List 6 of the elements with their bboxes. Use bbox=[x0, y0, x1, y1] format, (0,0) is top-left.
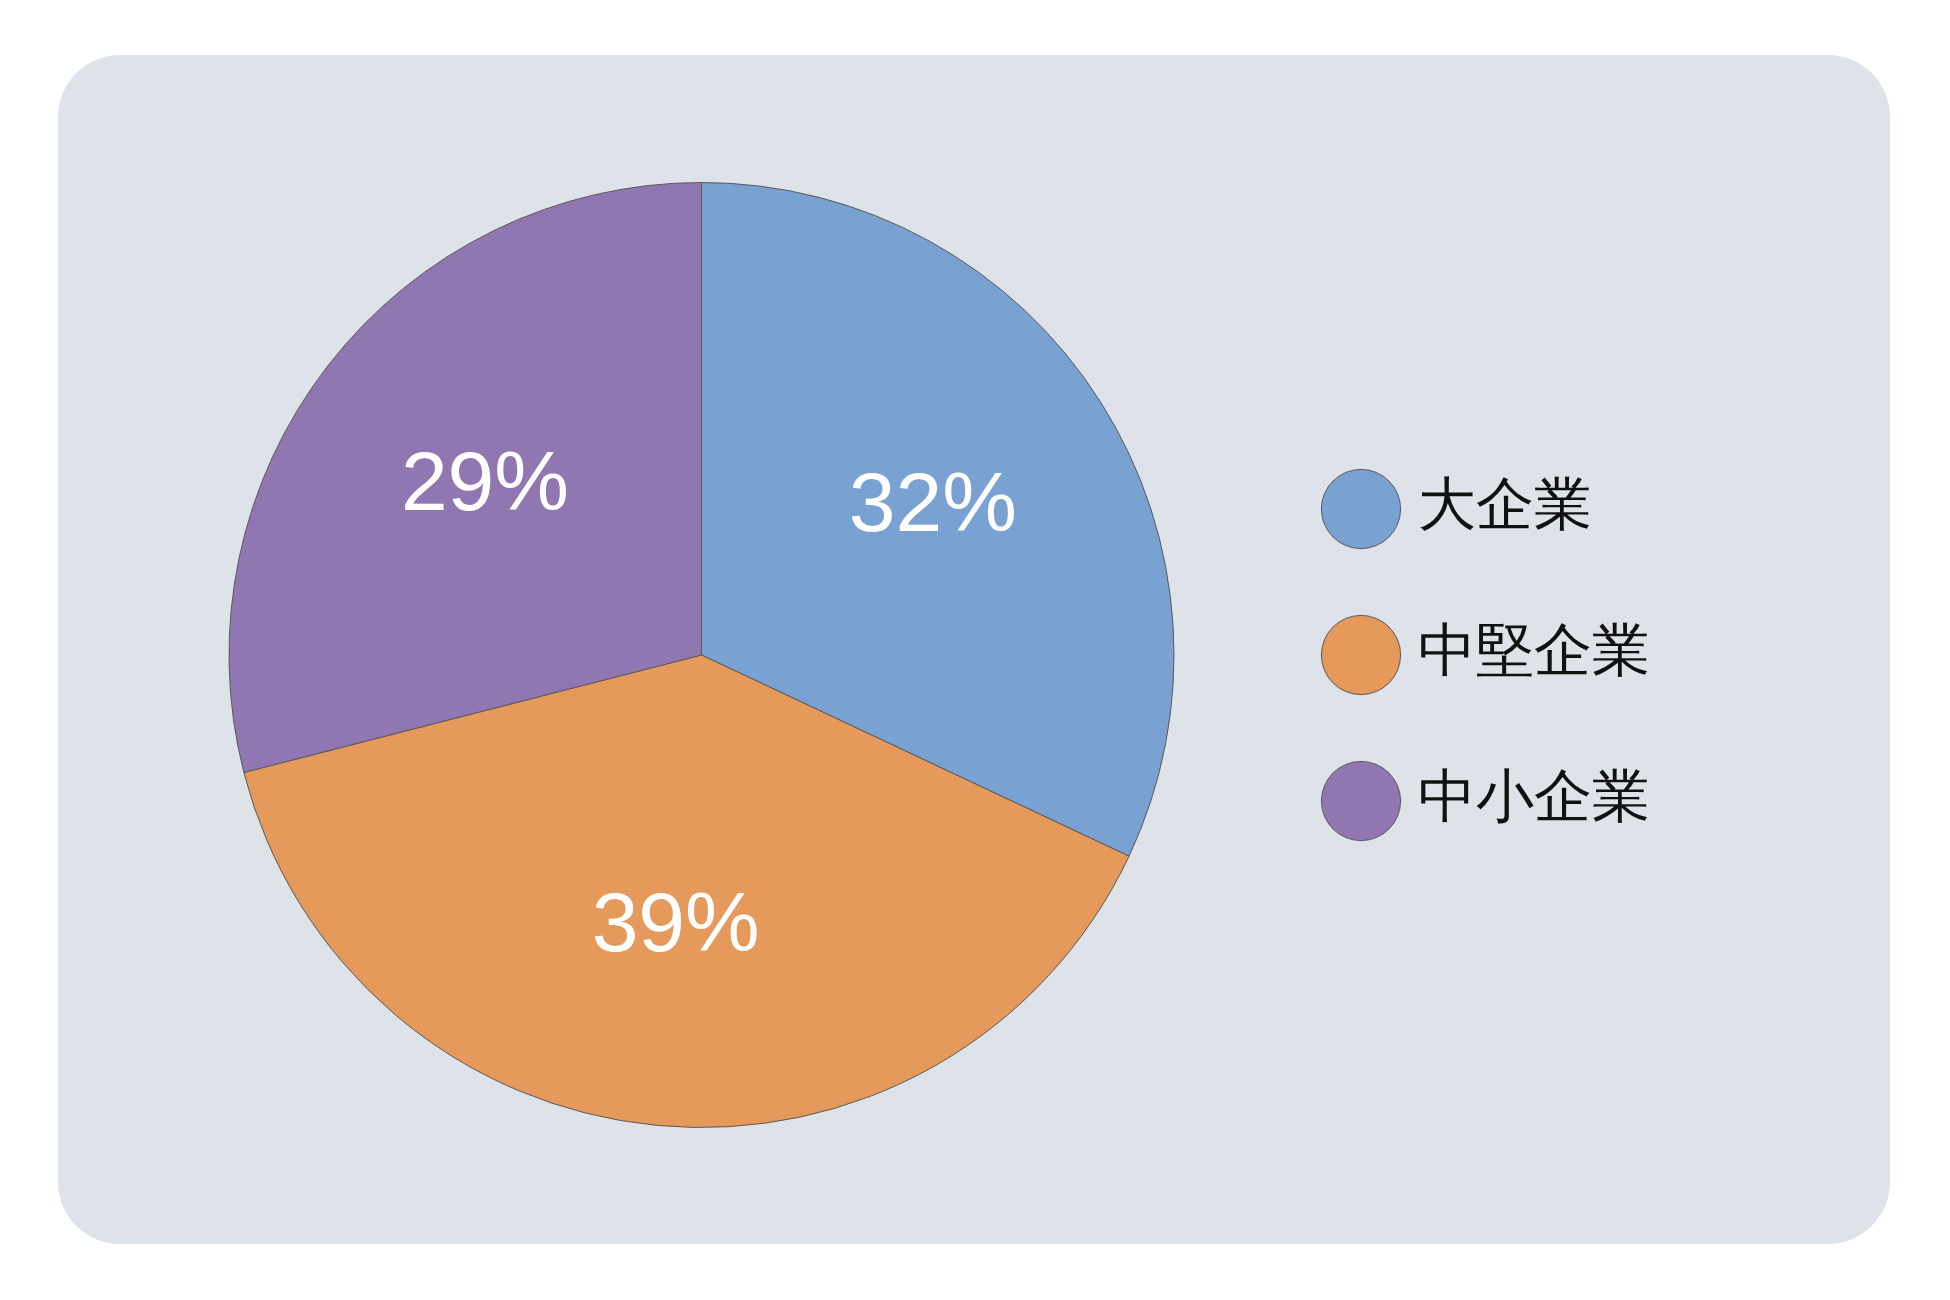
legend-label: 大企業 bbox=[1418, 470, 1592, 539]
data-label: 39% bbox=[591, 874, 760, 969]
data-label: 29% bbox=[400, 434, 570, 529]
data-label: 32% bbox=[848, 455, 1017, 550]
legend-label: 中堅企業 bbox=[1418, 616, 1650, 685]
legend-label: 中小企業 bbox=[1418, 762, 1650, 831]
